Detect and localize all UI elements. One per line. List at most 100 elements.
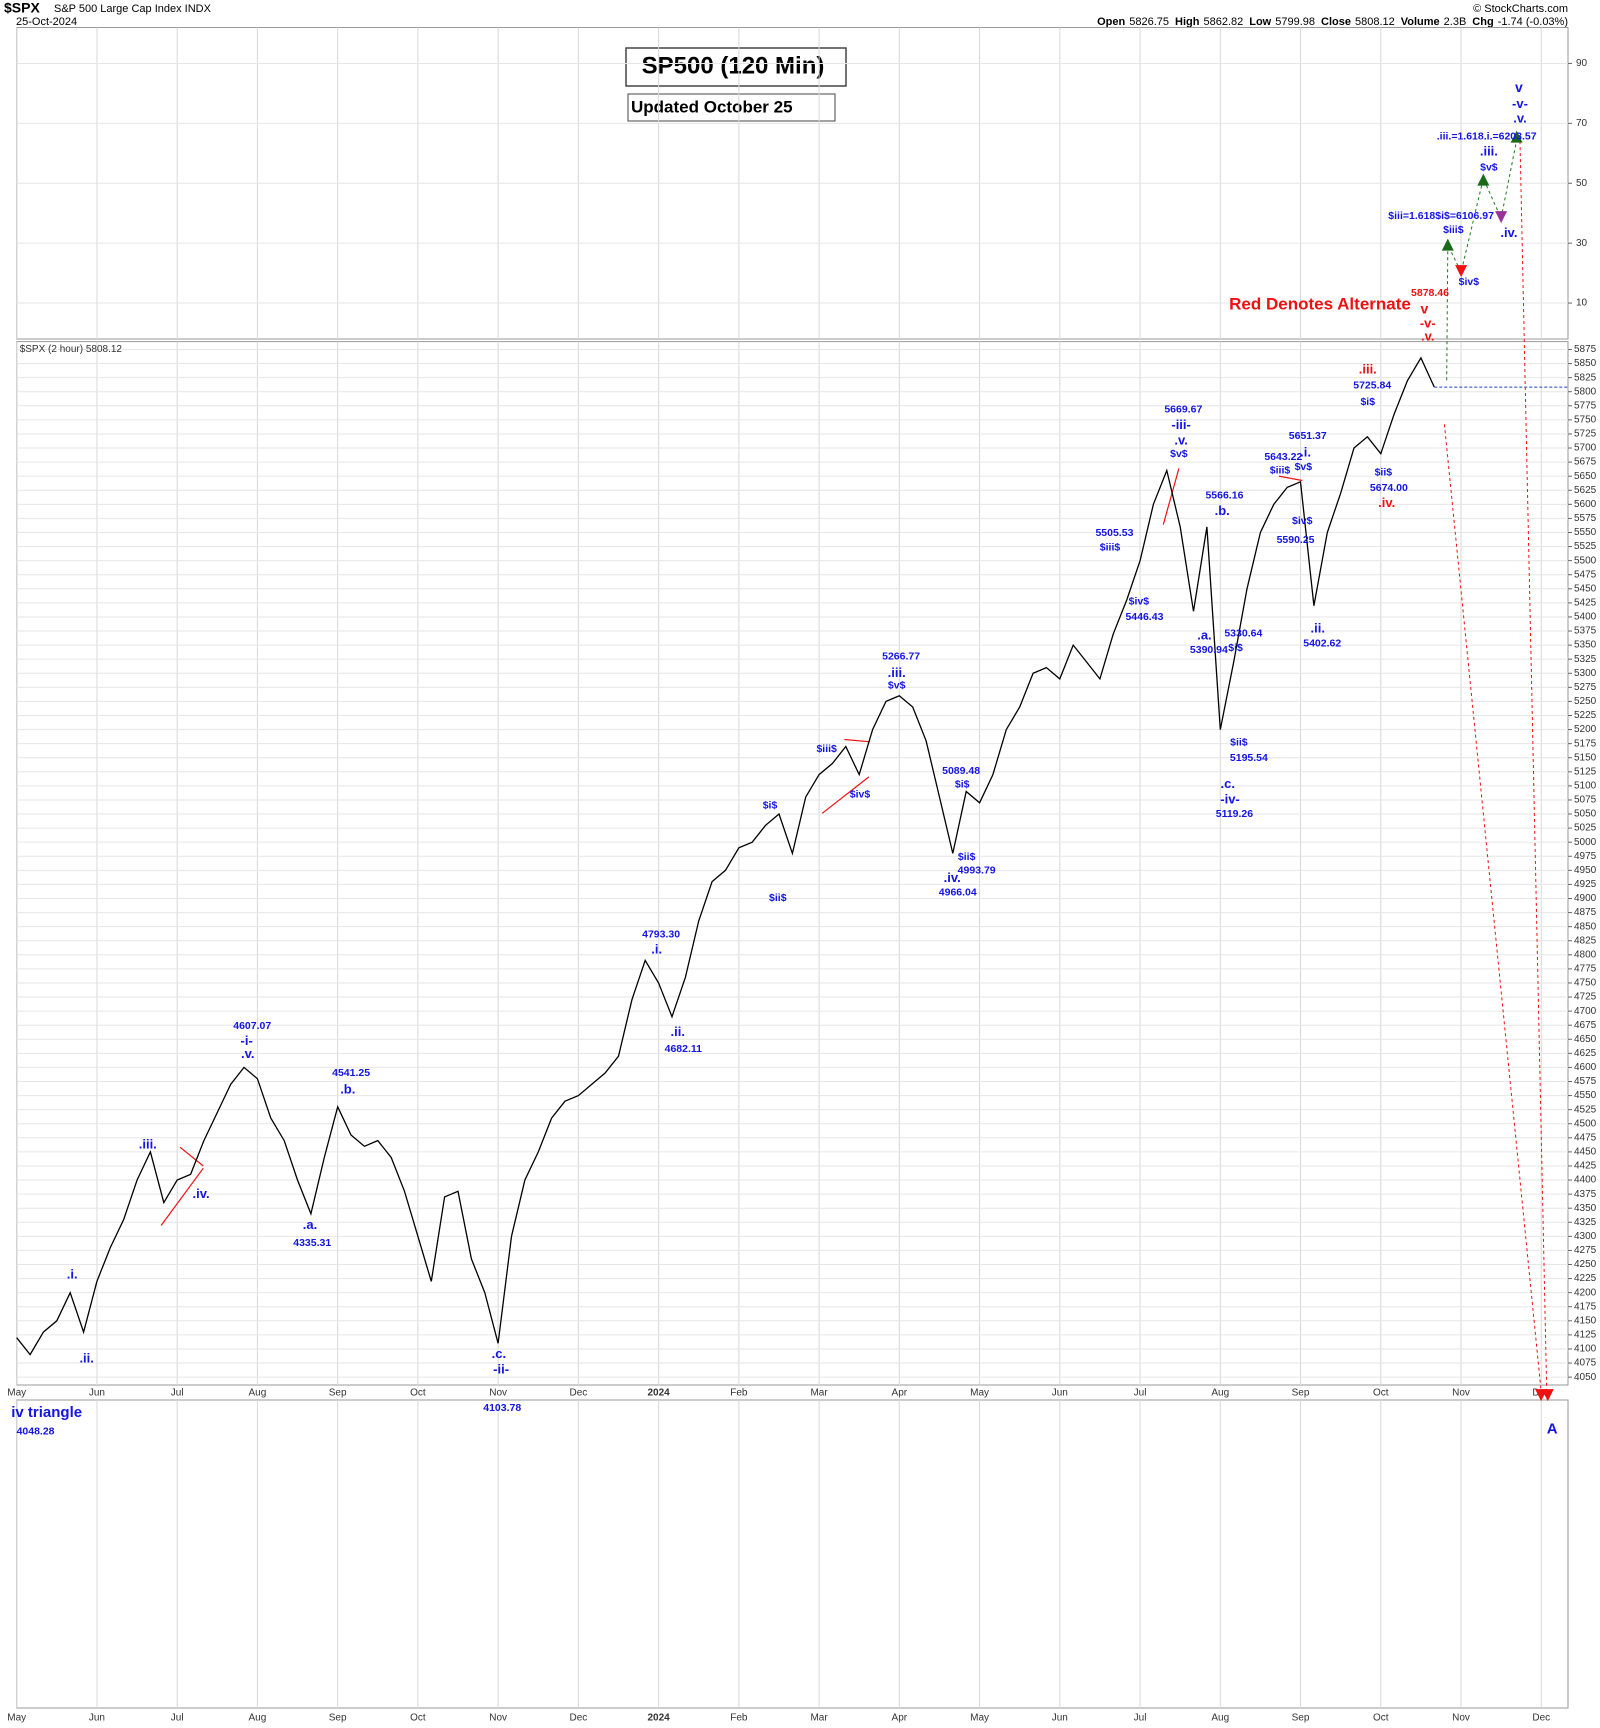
x-tick-label: Jul [171, 1713, 184, 1724]
arrowhead [1541, 1389, 1554, 1402]
annotation: 5505.53 [1095, 527, 1133, 539]
quote-label: Volume [1401, 16, 1440, 28]
annotation: $iv$ [1129, 595, 1150, 607]
y-tick-label: 5425 [1574, 598, 1597, 609]
annotation: $iv$ [1292, 515, 1313, 527]
annotation: 5674.00 [1370, 482, 1408, 494]
annotation: $ii$ [1375, 467, 1393, 479]
quote-label: High [1175, 16, 1200, 28]
y-tick-label: 90 [1576, 58, 1588, 69]
y-tick-label: 4400 [1574, 1175, 1597, 1186]
y-tick-label: 4200 [1574, 1287, 1597, 1298]
y-tick-label: 4725 [1574, 992, 1597, 1003]
annotation: $iii$ [1443, 224, 1464, 236]
projection [1519, 141, 1548, 1391]
x-tick-label: May [970, 1713, 989, 1724]
x-tick-label: Apr [892, 1388, 908, 1399]
annotation: .a. [1197, 627, 1211, 642]
annotation: -v- [1420, 315, 1436, 330]
x-tick-label: 2024 [647, 1713, 670, 1724]
x-tick-label: Jun [89, 1713, 105, 1724]
x-tick-label: Dec [569, 1388, 587, 1399]
x-tick-label: Jul [1134, 1388, 1147, 1399]
annotation: 5669.67 [1164, 404, 1202, 416]
y-tick-label: 4800 [1574, 949, 1597, 960]
arrowhead [1441, 238, 1454, 251]
annotation: $iv$ [1459, 276, 1480, 288]
quote-label: Chg [1472, 16, 1493, 28]
annotation: .a. [303, 1217, 317, 1232]
annotation: 5651.37 [1289, 430, 1327, 442]
trend-line [160, 1167, 204, 1226]
annotation: .iv. [1500, 225, 1517, 240]
annotation: -iv- [1220, 792, 1240, 807]
annotation: .i. [1300, 444, 1311, 459]
y-tick-label: 5150 [1574, 752, 1597, 763]
annotation: 4103.78 [483, 1402, 521, 1414]
y-tick-label: 4475 [1574, 1132, 1597, 1143]
quote: Open 5826.75 High 5862.82 Low 5799.98 Close 580… [1097, 16, 1568, 28]
y-tick-label: 4950 [1574, 865, 1597, 876]
annotation: 4048.28 [17, 1425, 55, 1437]
x-tick-label: Aug [249, 1388, 267, 1399]
x-tick-label: Sep [1292, 1388, 1310, 1399]
annotation: .b. [1215, 503, 1230, 518]
annotation: iv triangle [11, 1404, 82, 1421]
y-tick-label: 4675 [1574, 1020, 1597, 1031]
x-tick-label: Oct [1373, 1388, 1389, 1399]
y-tick-label: 5300 [1574, 668, 1597, 679]
annotation: 5390.94 [1190, 644, 1228, 656]
y-tick-label: 50 [1576, 178, 1588, 189]
symbol: $SPX [4, 0, 40, 16]
annotation: .ii. [671, 1024, 685, 1039]
annotation: $ii$ [1230, 737, 1248, 749]
quote-value: 5862.82 [1203, 16, 1243, 28]
y-tick-label: 5550 [1574, 527, 1597, 538]
x-tick-label: Jul [1134, 1713, 1147, 1724]
annotation: 4793.30 [642, 928, 680, 940]
x-tick-label: May [7, 1388, 26, 1399]
x-tick-label: Aug [1211, 1388, 1229, 1399]
quote-label: Low [1249, 16, 1271, 28]
x-tick-label: Dec [569, 1713, 587, 1724]
y-tick-label: 4700 [1574, 1006, 1597, 1017]
source: © StockCharts.com [1473, 3, 1568, 15]
annotation: .ii. [79, 1350, 93, 1365]
trend-line [821, 776, 870, 814]
annotation: .i. [67, 1266, 78, 1281]
quote-line: Open 5826.75 High 5862.82 Low 5799.98 Close 580… [1097, 16, 1568, 28]
x-tick-label: Jul [171, 1388, 184, 1399]
quote-label: Close [1321, 16, 1351, 28]
arrowhead [1477, 173, 1490, 186]
x-tick-label: Sep [329, 1388, 347, 1399]
annotation: 4607.07 [233, 1020, 271, 1032]
x-tick-label: Aug [1211, 1713, 1229, 1724]
y-tick-label: 4175 [1574, 1301, 1597, 1312]
y-tick-label: 4375 [1574, 1189, 1597, 1200]
y-tick-label: 4850 [1574, 921, 1597, 932]
arrowhead [1510, 130, 1523, 143]
x-tick-label: May [7, 1713, 26, 1724]
x-tick-label: Oct [410, 1388, 426, 1399]
annotation: -ii- [493, 1361, 509, 1376]
y-tick-label: 4750 [1574, 978, 1597, 989]
y-tick-label: 5250 [1574, 696, 1597, 707]
y-tick-label: 5225 [1574, 710, 1597, 721]
y-tick-label: 4900 [1574, 893, 1597, 904]
y-tick-label: 4225 [1574, 1273, 1597, 1284]
y-tick-label: 4925 [1574, 879, 1597, 890]
y-tick-label: 5200 [1574, 724, 1597, 735]
x-tick-label: Apr [892, 1713, 908, 1724]
x-tick-label: Feb [730, 1388, 748, 1399]
index-name: S&P 500 Large Cap Index INDX [54, 3, 212, 15]
x-tick-label: Sep [1292, 1713, 1310, 1724]
y-tick-label: 5475 [1574, 569, 1597, 580]
quote-label: Open [1097, 16, 1125, 28]
annotation: 5089.48 [942, 765, 980, 777]
annotation: $v$ [888, 679, 906, 691]
annotation: .v. [1421, 329, 1435, 344]
y-tick-label: 30 [1576, 238, 1588, 249]
y-tick-label: 5650 [1574, 471, 1597, 482]
annotation: $i$ [1360, 396, 1375, 408]
quote-value: 2.3B [1444, 16, 1467, 28]
